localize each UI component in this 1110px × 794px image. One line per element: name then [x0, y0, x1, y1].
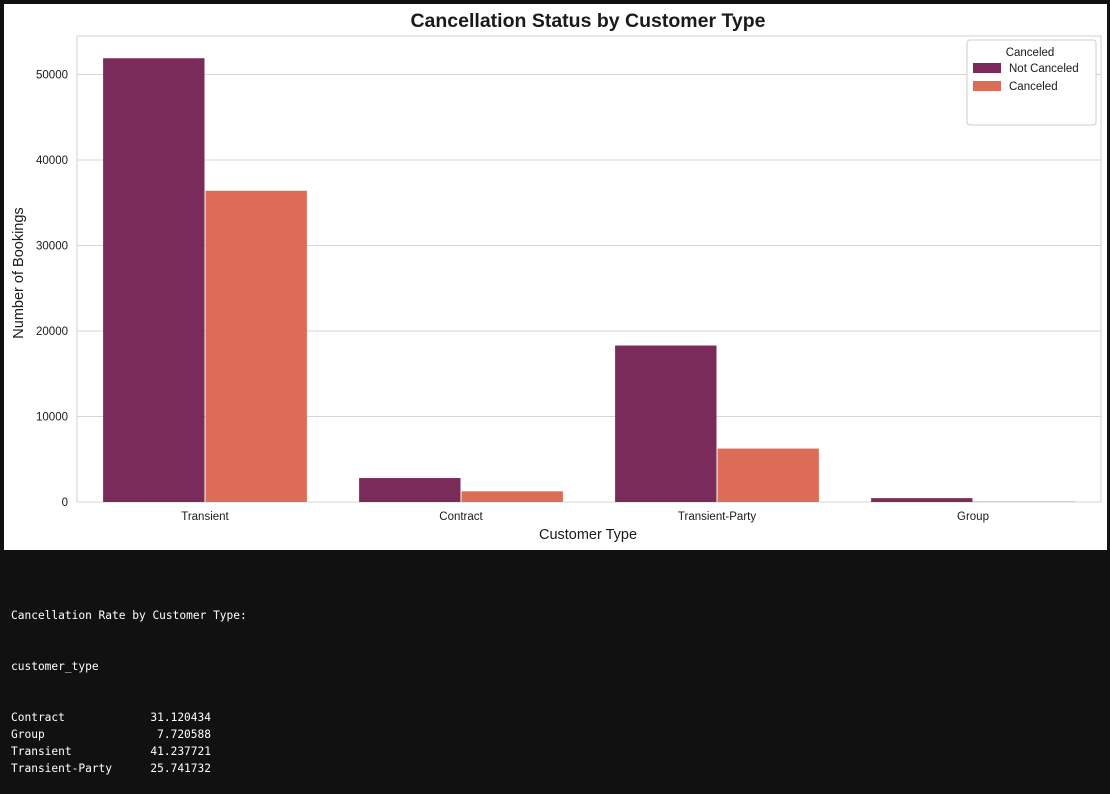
y-tick-label: 10000 [36, 411, 68, 423]
output-row-value: 25.741732 [147, 760, 211, 777]
x-tick-label: Group [957, 511, 989, 523]
chart-title: Cancellation Status by Customer Type [410, 10, 765, 32]
bar-canceled [718, 449, 819, 502]
bar-canceled [462, 491, 563, 502]
output-index-name: customer_type [11, 658, 611, 675]
y-tick-label: 30000 [36, 240, 68, 252]
legend-title: Canceled [1006, 47, 1055, 59]
output-row-label: Transient [11, 743, 147, 760]
x-tick-label: Contract [439, 511, 483, 523]
y-tick-label: 50000 [36, 69, 68, 81]
output-row-label: Transient-Party [11, 760, 147, 777]
output-row-value: 31.120434 [147, 709, 211, 726]
legend-label: Canceled [1009, 81, 1058, 93]
legend-swatch [973, 81, 1001, 91]
y-tick-label: 20000 [36, 326, 68, 338]
bar-not-canceled [615, 346, 716, 502]
output-row-label: Group [11, 726, 147, 743]
output-row-label: Contract [11, 709, 147, 726]
bar-canceled [206, 191, 307, 502]
bar-chart: 0 10000 20000 30000 40000 50000 Transient Contr… [4, 4, 1107, 550]
x-tick-label: Transient [181, 511, 229, 523]
bars [103, 58, 1075, 502]
legend: Canceled Not Canceled Canceled [967, 40, 1096, 125]
y-axis-label: Number of Bookings [11, 207, 27, 338]
x-axis-label: Customer Type [539, 527, 637, 543]
cell-output: Cancellation Rate by Customer Type: cust… [11, 573, 611, 794]
legend-swatch [973, 63, 1001, 73]
x-tick-label: Transient-Party [678, 511, 756, 523]
chart-figure: 0 10000 20000 30000 40000 50000 Transient Contr… [4, 4, 1107, 550]
bar-not-canceled [871, 498, 972, 502]
y-tick-label: 0 [62, 497, 68, 509]
legend-label: Not Canceled [1009, 63, 1079, 75]
output-row-value: 7.720588 [147, 726, 211, 743]
bar-not-canceled [103, 58, 204, 502]
y-tick-label: 40000 [36, 155, 68, 167]
bar-not-canceled [359, 478, 460, 502]
output-heading: Cancellation Rate by Customer Type: [11, 607, 611, 624]
output-row-value: 41.237721 [147, 743, 211, 760]
